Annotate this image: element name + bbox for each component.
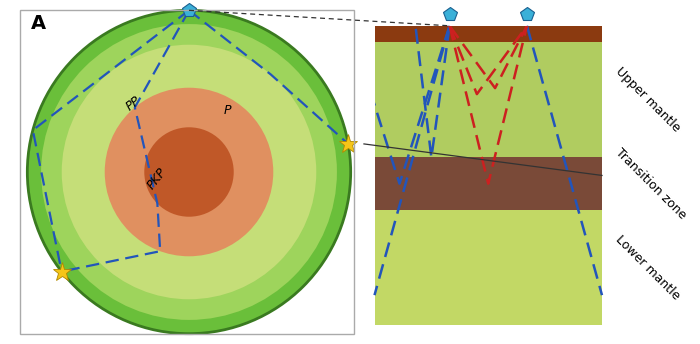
Circle shape — [144, 127, 234, 217]
Text: Transition zone: Transition zone — [613, 146, 690, 222]
Text: A: A — [31, 14, 46, 33]
Circle shape — [27, 10, 351, 334]
Bar — [374, 42, 602, 158]
Text: PP: PP — [124, 94, 144, 113]
Bar — [374, 210, 602, 325]
Bar — [374, 26, 602, 42]
Text: P: P — [223, 104, 231, 117]
Bar — [374, 158, 602, 210]
Text: Lower mantle: Lower mantle — [613, 233, 683, 302]
Text: Upper mantle: Upper mantle — [613, 65, 683, 135]
Circle shape — [62, 45, 316, 299]
Circle shape — [41, 24, 337, 320]
Circle shape — [105, 88, 273, 256]
Text: PKP: PKP — [144, 166, 169, 192]
